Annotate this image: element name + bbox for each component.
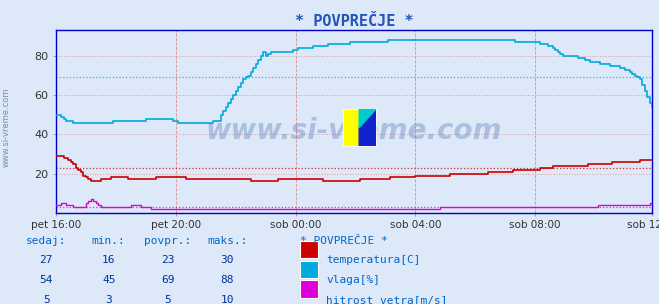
Text: www.si-vreme.com: www.si-vreme.com [206, 117, 502, 145]
Text: 30: 30 [221, 255, 234, 265]
Text: 3: 3 [105, 295, 112, 304]
Text: povpr.:: povpr.: [144, 236, 192, 246]
Text: 5: 5 [43, 295, 49, 304]
Text: 5: 5 [165, 295, 171, 304]
Title: * POVPREČJE *: * POVPREČJE * [295, 14, 414, 29]
Text: www.si-vreme.com: www.si-vreme.com [2, 88, 11, 168]
Text: 16: 16 [102, 255, 115, 265]
Text: 23: 23 [161, 255, 175, 265]
Text: 54: 54 [40, 275, 53, 285]
Text: hitrost vetra[m/s]: hitrost vetra[m/s] [326, 295, 447, 304]
Polygon shape [359, 109, 376, 146]
Text: sedaj:: sedaj: [26, 236, 67, 246]
Text: 69: 69 [161, 275, 175, 285]
Text: 10: 10 [221, 295, 234, 304]
Text: temperatura[C]: temperatura[C] [326, 255, 420, 265]
Text: 45: 45 [102, 275, 115, 285]
Text: 88: 88 [221, 275, 234, 285]
Text: vlaga[%]: vlaga[%] [326, 275, 380, 285]
Polygon shape [359, 109, 376, 128]
Text: 27: 27 [40, 255, 53, 265]
Text: maks.:: maks.: [207, 236, 248, 246]
Text: * POVPREČJE *: * POVPREČJE * [300, 236, 387, 246]
Text: min.:: min.: [92, 236, 126, 246]
